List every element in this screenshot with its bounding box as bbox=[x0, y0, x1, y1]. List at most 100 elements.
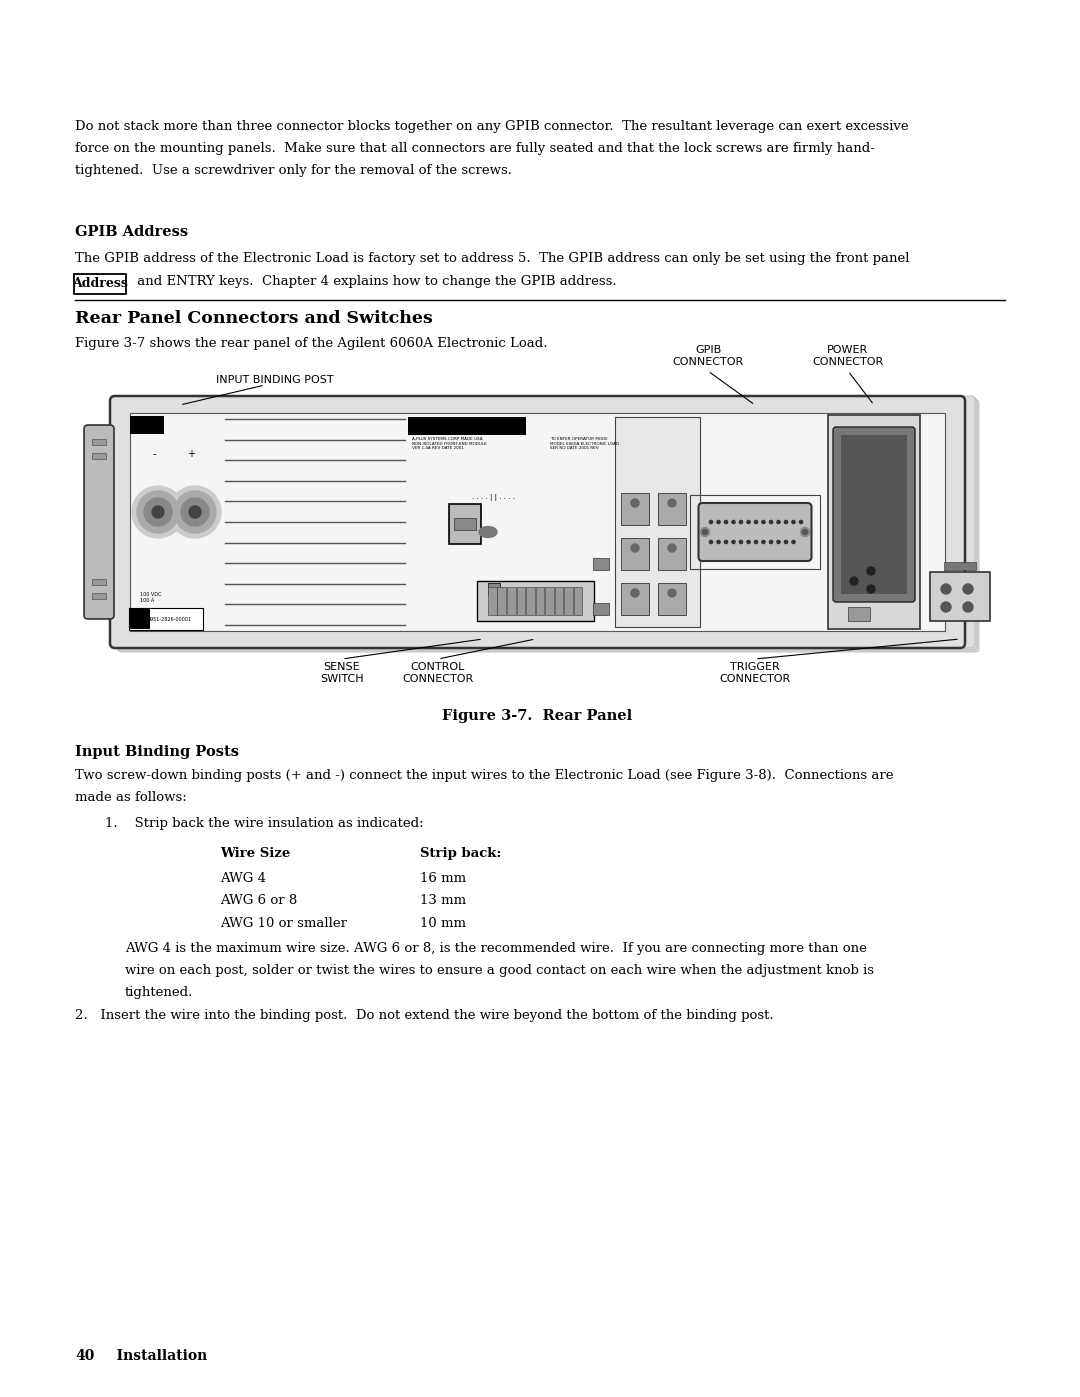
Text: GPIB Address: GPIB Address bbox=[75, 225, 188, 239]
Text: POWER
CONNECTOR: POWER CONNECTOR bbox=[812, 345, 883, 367]
Bar bbox=[488, 587, 497, 615]
Circle shape bbox=[747, 541, 751, 543]
Bar bbox=[615, 416, 700, 627]
Bar bbox=[564, 587, 572, 615]
Circle shape bbox=[152, 506, 164, 518]
Text: 5951-2826-00001: 5951-2826-00001 bbox=[148, 616, 192, 622]
Circle shape bbox=[710, 521, 713, 524]
Text: tightened.: tightened. bbox=[125, 986, 193, 999]
FancyBboxPatch shape bbox=[114, 395, 975, 648]
Text: and ENTRY keys.  Chapter 4 explains how to change the GPIB address.: and ENTRY keys. Chapter 4 explains how t… bbox=[133, 275, 617, 288]
Circle shape bbox=[867, 567, 875, 576]
Text: 1.    Strip back the wire insulation as indicated:: 1. Strip back the wire insulation as ind… bbox=[105, 817, 423, 830]
Text: Installation: Installation bbox=[97, 1350, 207, 1363]
Circle shape bbox=[963, 602, 973, 612]
Circle shape bbox=[755, 541, 757, 543]
Text: 13 mm: 13 mm bbox=[420, 894, 467, 908]
Bar bbox=[621, 493, 649, 525]
Text: Figure 3-7 shows the rear panel of the Agilent 6060A Electronic Load.: Figure 3-7 shows the rear panel of the A… bbox=[75, 337, 548, 351]
Circle shape bbox=[717, 541, 720, 543]
FancyBboxPatch shape bbox=[129, 608, 203, 630]
Text: 40: 40 bbox=[75, 1350, 94, 1363]
Text: Rear Panel Connectors and Switches: Rear Panel Connectors and Switches bbox=[75, 310, 433, 327]
Circle shape bbox=[784, 521, 787, 524]
Circle shape bbox=[740, 521, 743, 524]
Text: force on the mounting panels.  Make sure that all connectors are fully seated an: force on the mounting panels. Make sure … bbox=[75, 142, 875, 155]
Circle shape bbox=[669, 543, 676, 552]
Text: 8 Pin +: 8 Pin + bbox=[415, 425, 432, 429]
Text: AWG 6 or 8: AWG 6 or 8 bbox=[220, 894, 297, 908]
Circle shape bbox=[867, 585, 875, 592]
Text: SENSE
SWITCH: SENSE SWITCH bbox=[320, 662, 364, 685]
Circle shape bbox=[189, 506, 201, 518]
Circle shape bbox=[755, 521, 757, 524]
Bar bbox=[92, 439, 106, 446]
Text: made as follows:: made as follows: bbox=[75, 791, 187, 805]
Text: -: - bbox=[152, 448, 156, 460]
Text: INPUT BINDING POST: INPUT BINDING POST bbox=[216, 374, 334, 386]
Text: wire on each post, solder or twist the wires to ensure a good contact on each wi: wire on each post, solder or twist the w… bbox=[125, 964, 874, 977]
Circle shape bbox=[761, 521, 765, 524]
Bar bbox=[130, 414, 945, 631]
Text: Input Binding Posts: Input Binding Posts bbox=[75, 745, 239, 759]
Text: Do not stack more than three connector blocks together on any GPIB connector.  T: Do not stack more than three connector b… bbox=[75, 120, 908, 133]
Bar bbox=[92, 592, 106, 599]
Circle shape bbox=[137, 490, 179, 534]
Circle shape bbox=[181, 497, 210, 527]
Circle shape bbox=[792, 521, 795, 524]
Circle shape bbox=[669, 499, 676, 507]
Text: AWG 10 or smaller: AWG 10 or smaller bbox=[220, 916, 347, 930]
Bar bbox=[573, 587, 582, 615]
Text: Two screw-down binding posts (+ and -) connect the input wires to the Electronic: Two screw-down binding posts (+ and -) c… bbox=[75, 768, 893, 782]
FancyBboxPatch shape bbox=[477, 581, 594, 622]
Bar bbox=[545, 587, 554, 615]
Circle shape bbox=[732, 541, 735, 543]
Circle shape bbox=[725, 521, 728, 524]
Text: 2.   Insert the wire into the binding post.  Do not extend the wire beyond the b: 2. Insert the wire into the binding post… bbox=[75, 1009, 773, 1023]
Text: AWG 4: AWG 4 bbox=[220, 872, 266, 886]
Bar bbox=[536, 587, 544, 615]
Text: GPIB
CONNECTOR: GPIB CONNECTOR bbox=[673, 345, 744, 367]
Circle shape bbox=[963, 584, 973, 594]
Bar bbox=[944, 562, 976, 570]
Circle shape bbox=[631, 590, 639, 597]
Circle shape bbox=[631, 499, 639, 507]
Bar bbox=[526, 587, 535, 615]
Circle shape bbox=[761, 541, 765, 543]
Bar bbox=[498, 587, 507, 615]
Text: tightened.  Use a screwdriver only for the removal of the screws.: tightened. Use a screwdriver only for th… bbox=[75, 165, 512, 177]
Text: TRIGGER
CONNECTOR: TRIGGER CONNECTOR bbox=[719, 662, 791, 685]
Text: AWG 4 is the maximum wire size. AWG 6 or 8, is the recommended wire.  If you are: AWG 4 is the maximum wire size. AWG 6 or… bbox=[125, 942, 867, 956]
Bar bbox=[516, 587, 525, 615]
Circle shape bbox=[784, 541, 787, 543]
Circle shape bbox=[777, 541, 780, 543]
Bar bbox=[658, 583, 686, 615]
FancyBboxPatch shape bbox=[699, 503, 811, 562]
Text: TO ENTER OPERATOR MODE
MODEL 6060A ELECTRONIC LOAD
SER NO DATE 2001 REV: TO ENTER OPERATOR MODE MODEL 6060A ELECT… bbox=[550, 437, 619, 450]
Circle shape bbox=[800, 528, 810, 536]
Bar bbox=[841, 434, 907, 594]
Circle shape bbox=[725, 541, 728, 543]
FancyBboxPatch shape bbox=[449, 504, 481, 543]
Bar bbox=[507, 587, 515, 615]
Text: Address: Address bbox=[72, 277, 127, 291]
Circle shape bbox=[941, 602, 951, 612]
Circle shape bbox=[769, 521, 772, 524]
Circle shape bbox=[132, 486, 184, 538]
Bar bbox=[130, 416, 164, 434]
Circle shape bbox=[769, 541, 772, 543]
FancyBboxPatch shape bbox=[110, 395, 966, 648]
Bar bbox=[828, 415, 920, 629]
FancyBboxPatch shape bbox=[84, 425, 114, 619]
Bar bbox=[488, 583, 500, 595]
Circle shape bbox=[732, 521, 735, 524]
Bar bbox=[848, 608, 870, 622]
Ellipse shape bbox=[480, 527, 497, 538]
Circle shape bbox=[144, 497, 172, 527]
Text: +: + bbox=[187, 448, 195, 460]
Circle shape bbox=[701, 528, 710, 536]
Circle shape bbox=[792, 541, 795, 543]
FancyBboxPatch shape bbox=[116, 398, 977, 650]
Circle shape bbox=[174, 490, 216, 534]
Bar bbox=[690, 495, 820, 569]
